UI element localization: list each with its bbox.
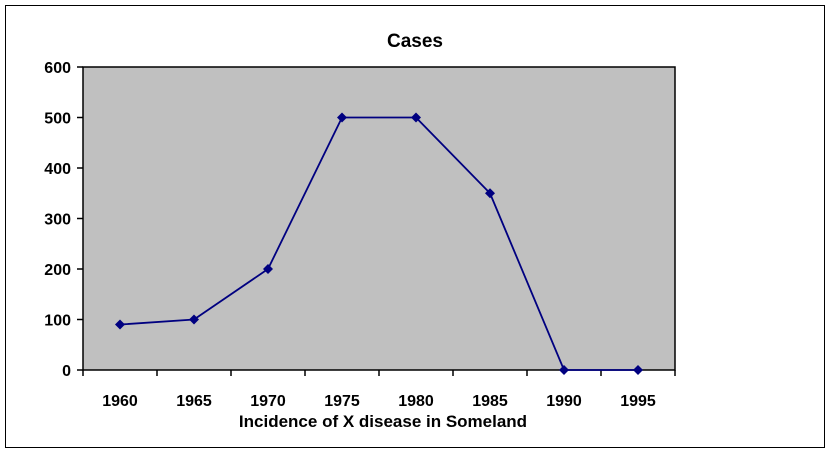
y-tick-label: 600 — [44, 60, 71, 77]
data-point — [115, 319, 125, 330]
plot-area — [82, 66, 676, 371]
x-tick-label: 1990 — [546, 393, 582, 410]
y-tick-label: 100 — [44, 313, 71, 330]
x-tick-label: 1960 — [102, 393, 138, 410]
y-tick-label: 500 — [44, 111, 71, 128]
series-layer — [115, 112, 643, 375]
data-point — [633, 365, 643, 375]
y-axis: 0 100 200 300 400 500 600 — [44, 60, 83, 380]
x-tick-label: 1995 — [620, 393, 656, 410]
x-axis: 1960 1965 1970 1975 1980 1985 1990 1995 — [82, 370, 676, 410]
y-tick-label: 300 — [44, 212, 71, 229]
chart-title: Cases — [387, 31, 443, 52]
x-tick-label: 1965 — [176, 393, 212, 410]
y-tick-label: 400 — [44, 161, 71, 178]
x-tick-label: 1970 — [250, 393, 286, 410]
data-point — [263, 264, 273, 274]
y-tick-label: 200 — [44, 262, 71, 279]
series-line — [119, 116, 638, 371]
data-point — [485, 188, 495, 199]
x-tick-label: 1980 — [398, 393, 434, 410]
data-point — [337, 112, 347, 123]
data-point — [559, 365, 569, 375]
x-axis-label: Incidence of X disease in Someland — [239, 412, 527, 431]
x-tick-label: 1975 — [324, 393, 360, 410]
y-tick-label: 0 — [62, 363, 71, 380]
data-point — [189, 314, 199, 325]
data-point — [411, 112, 421, 123]
x-tick-label: 1985 — [472, 393, 508, 410]
